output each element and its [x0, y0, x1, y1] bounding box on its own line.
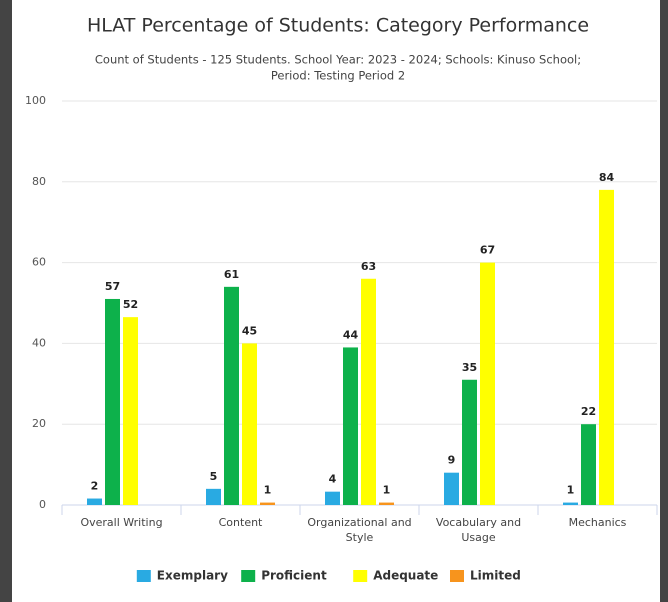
bar: [325, 491, 340, 505]
data-label: 2: [91, 480, 99, 493]
y-tick-label: 60: [32, 256, 46, 269]
data-label: 1: [567, 484, 575, 497]
x-tick-label: Vocabulary and Usage: [436, 516, 521, 544]
data-label: 44: [343, 328, 359, 341]
bar: [480, 262, 495, 505]
legend-swatch: [450, 570, 464, 582]
data-label: 1: [383, 484, 391, 497]
data-label: 1: [264, 484, 272, 497]
bar: [242, 343, 257, 505]
bar: [563, 502, 578, 505]
legend-swatch: [136, 570, 151, 582]
y-tick-label: 20: [32, 417, 46, 430]
legend-label: Limited: [470, 569, 521, 583]
data-label: 63: [361, 260, 376, 273]
bar: [581, 424, 596, 505]
data-label: 4: [329, 473, 337, 486]
x-tick-label: Mechanics: [569, 516, 627, 529]
data-label: 35: [462, 361, 477, 374]
data-label: 52: [123, 298, 138, 311]
bar: [206, 488, 221, 505]
chart-title: HLAT Percentage of Students: Category Pe…: [87, 15, 589, 37]
x-tick-label: Overall Writing: [80, 516, 162, 529]
data-label: 5: [210, 470, 218, 483]
data-label: 67: [480, 244, 495, 257]
bar: [444, 472, 459, 505]
legend-swatch: [241, 570, 256, 582]
legend-swatch: [353, 570, 368, 582]
bar: [123, 317, 138, 505]
data-label: 9: [448, 454, 456, 467]
y-tick-label: 40: [32, 336, 46, 349]
data-label: 45: [242, 324, 257, 337]
bar: [224, 286, 239, 505]
data-label: 57: [105, 280, 120, 293]
bar: [361, 278, 376, 505]
data-label: 84: [599, 171, 615, 184]
legend-label: Adequate: [373, 569, 438, 583]
data-label: 22: [581, 405, 596, 418]
chart-subtitle: Count of Students - 125 Students. School…: [95, 53, 581, 67]
x-tick-label: Organizational and Style: [307, 516, 411, 544]
y-tick-label: 80: [32, 175, 46, 188]
bar: [599, 189, 614, 505]
chart-subtitle: Period: Testing Period 2: [271, 69, 405, 83]
bar: [343, 347, 358, 505]
y-tick-label: 0: [39, 498, 46, 511]
y-tick-label: 100: [25, 94, 46, 107]
legend-label: Exemplary: [157, 569, 228, 583]
bar: [260, 502, 275, 505]
bar: [379, 502, 394, 505]
data-label: 61: [224, 268, 239, 281]
legend-label: Proficient: [261, 569, 327, 583]
bar: [87, 498, 102, 505]
bar: [462, 379, 477, 505]
x-tick-label: Content: [219, 516, 263, 529]
bar: [105, 298, 120, 505]
